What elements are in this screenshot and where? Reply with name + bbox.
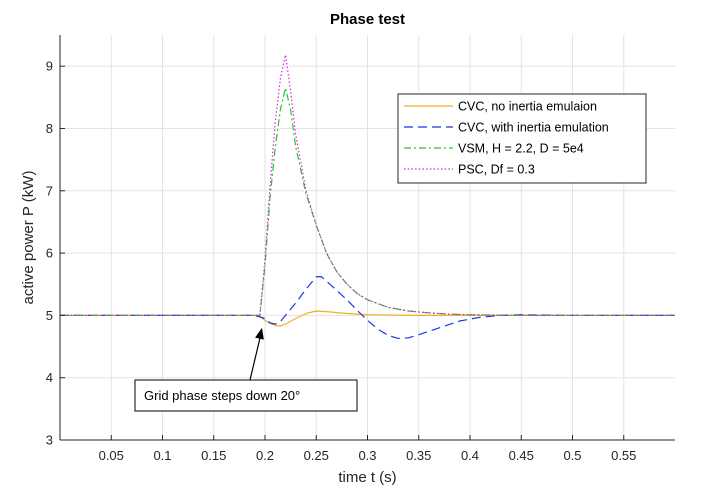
x-tick-label: 0.4 <box>461 448 479 463</box>
annotation: Grid phase steps down 20° <box>134 327 358 412</box>
plot-lines <box>60 54 675 340</box>
x-tick-label: 0.2 <box>256 448 274 463</box>
x-tick-label: 0.05 <box>99 448 124 463</box>
y-tick-label: 6 <box>46 246 53 261</box>
legend-box <box>397 93 647 184</box>
series-line-1 <box>60 310 675 327</box>
y-tick-label: 8 <box>46 121 53 136</box>
series-line-2 <box>60 276 675 340</box>
y-tick-label: 9 <box>46 59 53 74</box>
legend-label-3: VSM, H = 2.2, D = 5e4 <box>458 142 584 156</box>
x-tick-label: 0.25 <box>304 448 329 463</box>
legend-label-4: PSC, Df = 0.3 <box>458 163 535 177</box>
x-tick-label: 0.5 <box>563 448 581 463</box>
x-tick-label: 0.15 <box>201 448 226 463</box>
annotation-arrowhead <box>255 327 264 340</box>
y-tick-label: 3 <box>46 433 53 448</box>
y-tick-label: 5 <box>46 308 53 323</box>
x-tick-label: 0.35 <box>406 448 431 463</box>
annotation-text: Grid phase steps down 20° <box>144 388 300 403</box>
legend-label-1: CVC, no inertia emulaion <box>458 100 597 114</box>
y-axis-label: active power P (kW) <box>20 171 37 305</box>
x-tick-label: 0.45 <box>509 448 534 463</box>
axes: 0.05 0.1 0.15 0.2 0.25 0.3 0.35 0.4 0.45 0.5 0.55 3… <box>46 35 675 463</box>
y-tick-label: 7 <box>46 183 53 198</box>
x-tick-label: 0.1 <box>153 448 171 463</box>
y-tick-label: 4 <box>46 370 53 385</box>
chart-title: Phase test <box>330 11 405 28</box>
x-tick-label: 0.3 <box>358 448 376 463</box>
x-tick-label: 0.55 <box>611 448 636 463</box>
annotation-box <box>134 379 358 412</box>
legend-label-2: CVC, with inertia emulation <box>458 121 609 135</box>
x-axis-label: time t (s) <box>338 469 396 486</box>
legend: CVC, no inertia emulaion CVC, with inerti… <box>397 93 647 184</box>
